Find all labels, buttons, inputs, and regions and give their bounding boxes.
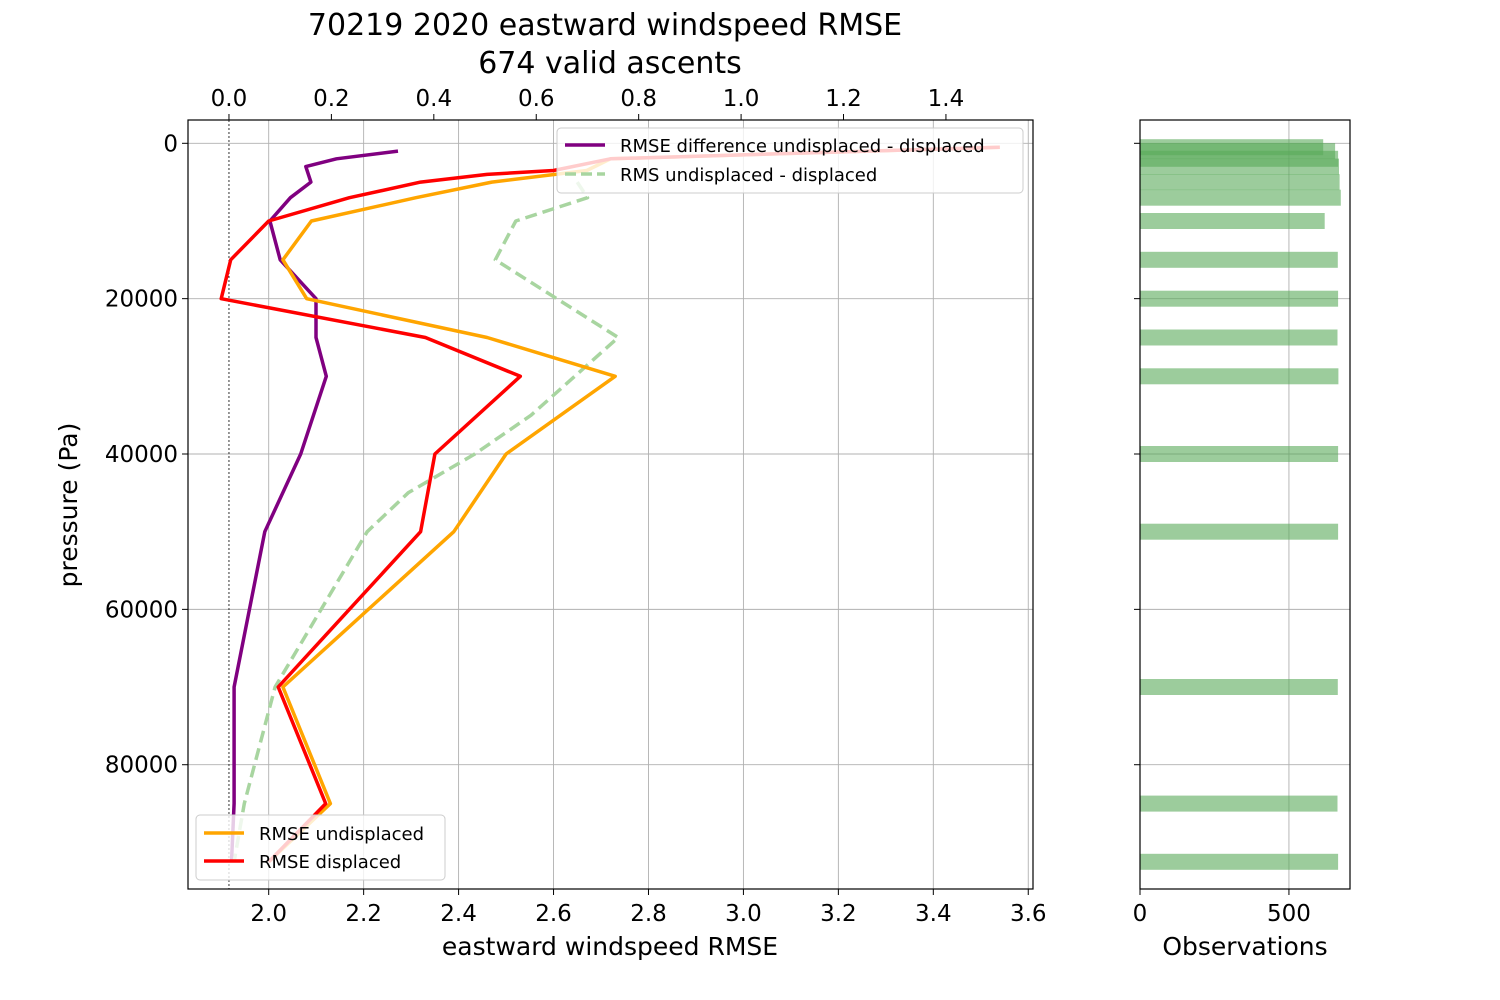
observation-bar — [1140, 213, 1325, 229]
main-ticks: 2.0 2.2 2.4 2.6 2.8 3.0 3.2 3.4 3.6 0 20000 40000 60… — [105, 86, 1047, 927]
legend-label-displaced: RMSE displaced — [259, 852, 401, 873]
series-line-rms-undisplaced-displaced — [232, 181, 620, 863]
side-plot-frame — [1139, 119, 1351, 890]
chart-title-line2: 674 valid ascents — [478, 46, 742, 81]
x-bottom-tick-label: 3.2 — [820, 901, 857, 927]
x-bottom-tick-label: 2.0 — [250, 901, 287, 927]
observation-bar — [1140, 251, 1338, 268]
x-bottom-tick-label: 3.6 — [1010, 901, 1047, 927]
x-top-tick-label: 1.0 — [723, 86, 760, 112]
observation-bar — [1140, 329, 1338, 346]
x-bottom-tick-label: 2.2 — [345, 901, 382, 927]
observation-bar — [1140, 523, 1339, 540]
legend-label-undisplaced: RMSE undisplaced — [259, 824, 424, 845]
x-bottom-tick-label: 2.4 — [440, 901, 477, 927]
observation-bar — [1140, 679, 1338, 695]
observation-bar — [1140, 853, 1339, 870]
legend-label-difference: RMSE difference undisplaced - displaced — [620, 136, 985, 157]
x-top-tick-label: 0.0 — [211, 86, 248, 112]
y-tick-label: 0 — [163, 131, 178, 157]
observation-bar — [1140, 189, 1341, 206]
observation-bar — [1140, 290, 1339, 307]
x-bottom-tick-label: 3.4 — [915, 901, 952, 927]
series-line-rmse-displaced — [219, 145, 1000, 864]
legend-top-box — [556, 127, 1024, 194]
series-line-rmse-undisplaced — [267, 145, 1000, 864]
legend-label-rms: RMS undisplaced - displaced — [620, 165, 877, 186]
observation-bar — [1140, 174, 1340, 191]
main-plot-frame — [187, 119, 1034, 890]
x-top-tick-label: 1.4 — [928, 86, 965, 112]
y-tick-label: 80000 — [105, 753, 178, 779]
main-series-group — [219, 145, 1000, 864]
chart-title-line1: 70219 2020 eastward windspeed RMSE — [308, 8, 902, 43]
legend-top-right: RMSE difference undisplaced - displaced … — [556, 127, 1024, 194]
legend-bottom-box — [195, 814, 446, 881]
main-x-axis-title: eastward windspeed RMSE — [442, 932, 778, 961]
observation-bar — [1140, 368, 1339, 385]
side-ticks: 0 500 — [1133, 142, 1311, 927]
x-bottom-tick-label: 2.6 — [535, 901, 572, 927]
observation-bar — [1140, 158, 1339, 175]
main-y-axis-title: pressure (Pa) — [54, 423, 83, 588]
y-tick-label: 20000 — [105, 287, 178, 313]
y-tick-label: 60000 — [105, 597, 178, 623]
y-tick-label: 40000 — [105, 442, 178, 468]
series-line-rmse-difference-undisplaced-displaced — [229, 149, 399, 862]
legend-bottom-left: RMSE undisplaced RMSE displaced — [195, 814, 446, 881]
x-top-tick-label: 1.2 — [825, 86, 862, 112]
observation-bar — [1140, 446, 1339, 462]
observation-bar — [1140, 795, 1338, 812]
side-x-tick-label: 500 — [1267, 901, 1311, 927]
x-top-tick-label: 0.6 — [518, 86, 555, 112]
x-top-tick-label: 0.2 — [313, 86, 350, 112]
x-top-tick-label: 0.4 — [416, 86, 453, 112]
side-bars-group — [1140, 139, 1341, 870]
x-bottom-tick-label: 3.0 — [725, 901, 762, 927]
x-bottom-tick-label: 2.8 — [630, 901, 667, 927]
x-top-tick-label: 0.8 — [620, 86, 657, 112]
side-x-axis-title: Observations — [1162, 932, 1327, 961]
side-x-tick-label: 0 — [1133, 901, 1148, 927]
